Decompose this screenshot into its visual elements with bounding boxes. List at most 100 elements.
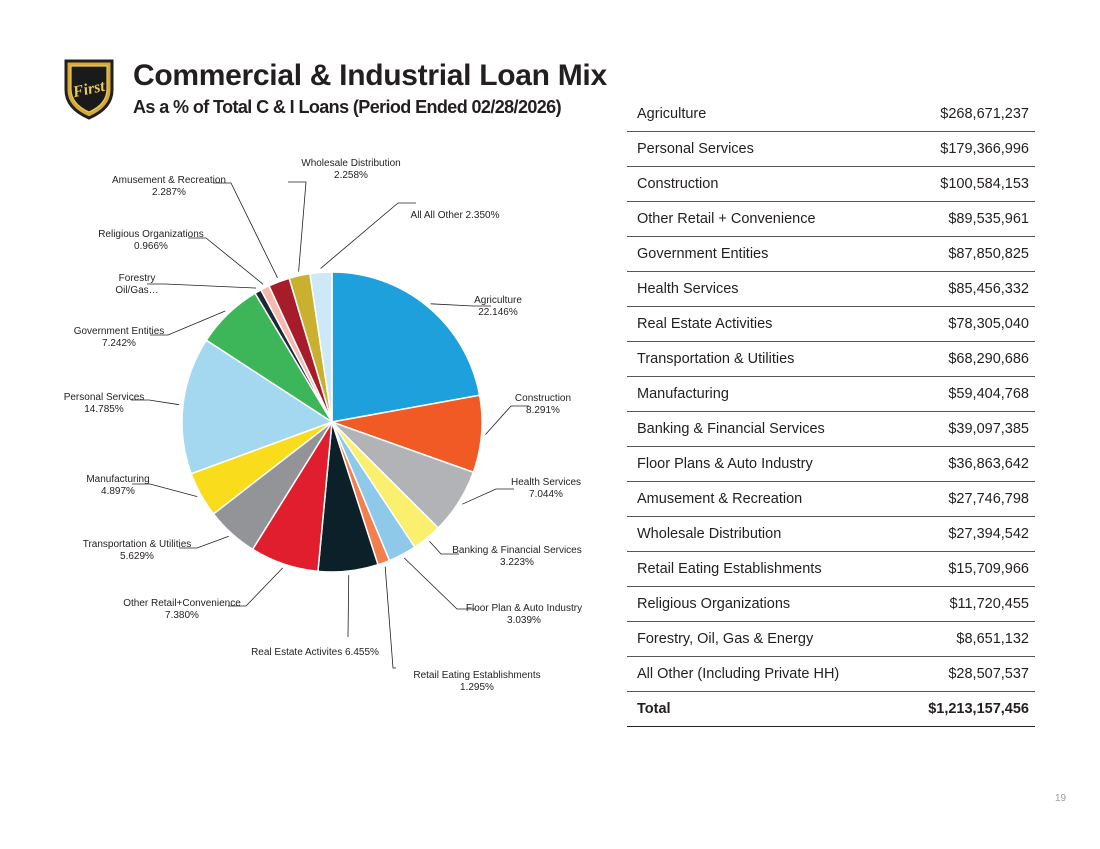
page-title: Commercial & Industrial Loan Mix (133, 59, 607, 92)
data-label-amusement-recreation: Amusement & Recreation 2.287% (112, 175, 226, 198)
label-line: Agriculture (474, 295, 522, 306)
label-line: Health Services (511, 477, 581, 488)
data-label-floor-plan-auto-industry: Floor Plan & Auto Industry 3.039% (466, 603, 582, 626)
category-cell: Floor Plans & Auto Industry (627, 446, 899, 482)
data-label-religious-organizations: Religious Organizations 0.966% (98, 229, 204, 252)
category-cell: All Other (Including Private HH) (627, 656, 899, 692)
leader-line-forestry-oil-gas (147, 283, 256, 289)
label-value: 7.380% (165, 610, 199, 621)
table-row: Wholesale Distribution $27,394,542 (627, 516, 1035, 552)
label-line: Manufacturing (86, 474, 149, 485)
data-label-all-all-other: All All Other 2.350% (411, 210, 500, 221)
page-subtitle: As a % of Total C & I Loans (Period Ende… (133, 97, 562, 117)
bank-logo: First (64, 59, 114, 120)
table-row: Forestry, Oil, Gas & Energy $8,651,132 (627, 621, 1035, 657)
leader-line-real-estate-activites (347, 575, 350, 638)
total-label: Total (627, 691, 899, 727)
label-value: 1.295% (460, 682, 494, 693)
category-cell: Construction (627, 166, 899, 202)
amount-cell: $85,456,332 (898, 271, 1035, 307)
label-line: Amusement & Recreation (112, 175, 226, 186)
category-cell: Personal Services (627, 131, 899, 167)
table-row: Religious Organizations $11,720,455 (627, 586, 1035, 622)
table-row: Personal Services $179,366,996 (627, 131, 1035, 167)
label-value: 14.785% (84, 404, 124, 415)
pie-slice-agriculture (331, 271, 481, 423)
label-value: 22.146% (478, 307, 518, 318)
amount-cell: $179,366,996 (898, 131, 1035, 167)
leader-line-religious-organizations (188, 237, 264, 285)
label-value: 5.629% (120, 551, 154, 562)
table-row: Health Services $85,456,332 (627, 271, 1035, 307)
page-number: 19 (1055, 793, 1067, 804)
loan-amount-table: Agriculture $268,671,237 Personal Services… (627, 97, 1035, 727)
data-label-banking-financial-services: Banking & Financial Services 3.223% (452, 545, 582, 568)
amount-cell: $87,850,825 (898, 236, 1035, 272)
amount-cell: $11,720,455 (898, 586, 1035, 622)
data-label-health-services: Health Services 7.044% (511, 477, 581, 500)
table-row: Floor Plans & Auto Industry $36,863,642 (627, 446, 1035, 482)
amount-cell: $89,535,961 (898, 201, 1035, 237)
table-row: Banking & Financial Services $39,097,385 (627, 411, 1035, 447)
table-row: Agriculture $268,671,237 (627, 97, 1035, 132)
table-row: Real Estate Activities $78,305,040 (627, 306, 1035, 342)
amount-cell: $68,290,686 (898, 341, 1035, 377)
table-row: Government Entities $87,850,825 (627, 236, 1035, 272)
category-cell: Other Retail + Convenience (627, 201, 899, 237)
data-label-personal-services: Personal Services 14.785% (64, 392, 145, 415)
label-line: Floor Plan & Auto Industry (466, 603, 582, 614)
label-value: 7.044% (529, 489, 563, 500)
table-row: Transportation & Utilities $68,290,686 (627, 341, 1035, 377)
amount-cell: $39,097,385 (898, 411, 1035, 447)
amount-cell: $36,863,642 (898, 446, 1035, 482)
leader-line-government-entities (150, 310, 226, 336)
label-line: Wholesale Distribution (301, 158, 401, 169)
data-label-forestry-oil-gas: Forestry Oil/Gas… (115, 273, 158, 296)
amount-cell: $15,709,966 (898, 551, 1035, 587)
data-label-real-estate-activites: Real Estate Activites 6.455% (251, 647, 379, 658)
data-label-wholesale-distribution: Wholesale Distribution 2.258% (301, 158, 401, 181)
label-value: 3.223% (500, 557, 534, 568)
logo-wordmark: First (70, 78, 106, 102)
label-value: 0.966% (134, 241, 168, 252)
label-line: Banking & Financial Services (452, 545, 582, 556)
data-label-manufacturing: Manufacturing 4.897% (86, 474, 149, 497)
amount-cell: $28,507,537 (898, 656, 1035, 692)
leader-line-banking-financial-services (429, 540, 459, 555)
amount-cell: $27,394,542 (898, 516, 1035, 552)
leader-line-floor-plan-auto-industry (404, 557, 475, 610)
amount-cell: $8,651,132 (898, 621, 1035, 657)
leader-line-personal-services (131, 399, 180, 406)
category-cell: Amusement & Recreation (627, 481, 899, 517)
label-line: Personal Services (64, 392, 145, 403)
loan-mix-pie-chart: Agriculture 22.146% Construction 8.291% Heal… (64, 158, 582, 693)
label-line: All All Other 2.350% (411, 210, 500, 221)
leader-line-other-retail-convenience (228, 567, 284, 607)
table-row: All Other (Including Private HH) $28,507,… (627, 656, 1035, 692)
table-row: Construction $100,584,153 (627, 166, 1035, 202)
amount-cell: $27,746,798 (898, 481, 1035, 517)
total-row: Total $1,213,157,456 (627, 691, 1035, 727)
category-cell: Agriculture (627, 97, 899, 132)
label-value: Oil/Gas… (115, 285, 158, 296)
data-label-retail-eating-establishments: Retail Eating Establishments 1.295% (413, 670, 540, 693)
label-line: Other Retail+Convenience (123, 598, 241, 609)
label-line: Religious Organizations (98, 229, 204, 240)
label-value: 2.258% (334, 170, 368, 181)
amount-cell: $59,404,768 (898, 376, 1035, 412)
category-cell: Real Estate Activities (627, 306, 899, 342)
table-row: Other Retail + Convenience $89,535,961 (627, 201, 1035, 237)
label-line: Real Estate Activites 6.455% (251, 647, 379, 658)
label-value: 7.242% (102, 338, 136, 349)
amount-cell: $78,305,040 (898, 306, 1035, 342)
category-cell: Retail Eating Establishments (627, 551, 899, 587)
category-cell: Health Services (627, 271, 899, 307)
table-row: Manufacturing $59,404,768 (627, 376, 1035, 412)
leader-line-amusement-recreation (213, 182, 278, 279)
data-label-construction: Construction 8.291% (515, 393, 571, 416)
label-line: Retail Eating Establishments (413, 670, 540, 681)
pie-slice-personal-services (181, 339, 334, 475)
table-row: Retail Eating Establishments $15,709,966 (627, 551, 1035, 587)
category-cell: Religious Organizations (627, 586, 899, 622)
category-cell: Government Entities (627, 236, 899, 272)
